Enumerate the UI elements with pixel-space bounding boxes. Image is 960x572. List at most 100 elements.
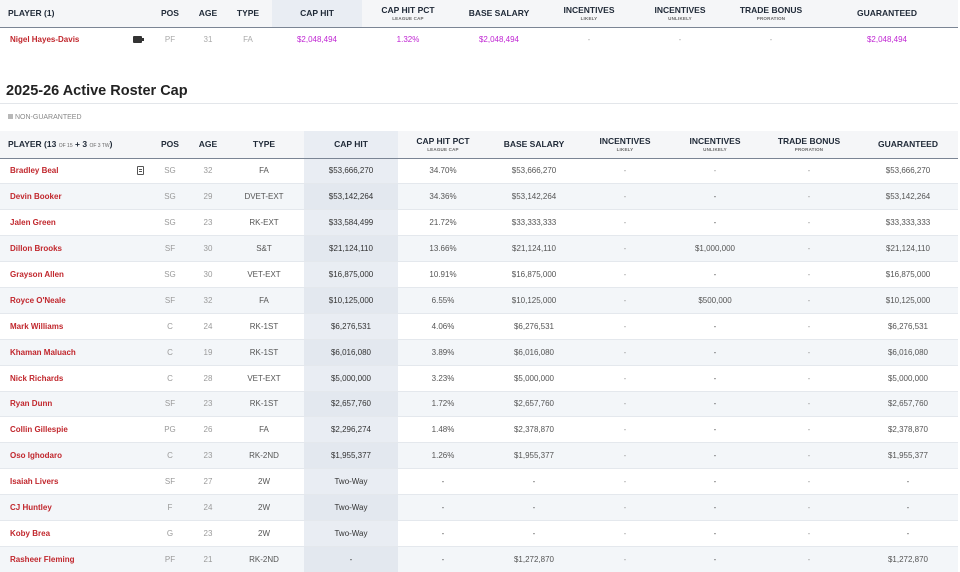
- player-of15-label: OF 15: [58, 143, 73, 150]
- trade-bonus-label: TRADE BONUS: [777, 136, 841, 147]
- header-cap-hit[interactable]: CAP HIT: [304, 131, 398, 158]
- header-pos[interactable]: POS: [161, 8, 179, 19]
- base-salary-cell: $1,955,377: [488, 442, 580, 470]
- incentives-likely-cell: -: [580, 468, 670, 496]
- cap-hit-cell: Two-Way: [304, 468, 398, 496]
- header-type[interactable]: TYPE: [252, 139, 276, 150]
- header-base-salary[interactable]: BASE SALARY: [503, 139, 565, 150]
- top-table-header: PLAYER (1) POS AGE TYPE CAP HIT CAP HIT …: [0, 0, 958, 27]
- player-name-cell[interactable]: Nigel Hayes-Davis: [0, 27, 148, 51]
- header-age[interactable]: AGE: [198, 8, 218, 19]
- player-name-cell[interactable]: Royce O'Neale: [0, 287, 148, 314]
- incentives-likely-cell: -: [580, 287, 670, 314]
- trade-bonus-sub: PRORATION: [794, 147, 824, 153]
- type-cell: 2W: [224, 494, 304, 521]
- type-cell: RK-1ST: [224, 391, 304, 418]
- guaranteed-cell: $53,142,264: [858, 183, 958, 211]
- player-name-link[interactable]: Khaman Maluach: [10, 347, 76, 357]
- guaranteed-cell: -: [858, 520, 958, 547]
- player-name-cell[interactable]: Isaiah Livers: [0, 468, 148, 496]
- player-name-link[interactable]: Nigel Hayes-Davis: [10, 34, 80, 44]
- header-player[interactable]: PLAYER (1): [8, 8, 55, 19]
- player-name-cell[interactable]: Khaman Maluach: [0, 339, 148, 366]
- player-name-link[interactable]: Devin Booker: [10, 192, 62, 202]
- incentives-likely-cell: -: [580, 494, 670, 521]
- guaranteed-cell: $1,272,870: [858, 546, 958, 572]
- header-guaranteed[interactable]: GUARANTEED: [857, 8, 917, 19]
- header-trade-bonus[interactable]: TRADE BONUS PRORATION: [726, 0, 816, 27]
- trade-bonus-cell: -: [760, 468, 858, 496]
- incentives-likely-cell: -: [580, 520, 670, 547]
- player-name-cell[interactable]: Oso Ighodaro: [0, 442, 148, 470]
- trade-bonus-sub: PRORATION: [756, 16, 786, 22]
- header-type[interactable]: TYPE: [236, 8, 260, 19]
- header-incentives-unlikely[interactable]: INCENTIVES UNLIKELY: [670, 131, 760, 158]
- trade-bonus-cell: -: [760, 339, 858, 366]
- player-name-link[interactable]: CJ Huntley: [10, 503, 52, 513]
- player-name-link[interactable]: Oso Ighodaro: [10, 451, 62, 461]
- card-icon[interactable]: [133, 35, 144, 43]
- incentives-unlikely-cell: -: [670, 209, 760, 237]
- header-base-salary[interactable]: BASE SALARY: [468, 8, 530, 19]
- player-name-cell[interactable]: CJ Huntley: [0, 494, 148, 521]
- player-name-link[interactable]: Jalen Green: [10, 218, 56, 228]
- player-name-cell[interactable]: Bradley Beal: [0, 158, 148, 185]
- header-age[interactable]: AGE: [198, 139, 218, 150]
- table-row: Grayson Allen SG 30 VET-EXT $16,875,000 10.91…: [0, 261, 958, 288]
- player-name-link[interactable]: Ryan Dunn: [10, 399, 53, 409]
- cap-hit-pct-sub: LEAGUE CAP: [427, 147, 459, 153]
- guaranteed-cell: -: [858, 468, 958, 496]
- player-name-link[interactable]: Bradley Beal: [10, 166, 59, 176]
- player-name-link[interactable]: Isaiah Livers: [10, 477, 59, 487]
- header-incentives-likely[interactable]: INCENTIVES LIKELY: [580, 131, 670, 158]
- base-salary-cell: -: [488, 468, 580, 496]
- player-name-cell[interactable]: Rasheer Fleming: [0, 546, 148, 572]
- header-cap-hit[interactable]: CAP HIT: [272, 0, 362, 27]
- player-name-cell[interactable]: Dillon Brooks: [0, 235, 148, 263]
- cap-hit-cell: -: [304, 546, 398, 572]
- header-cap-hit-pct[interactable]: CAP HIT PCT LEAGUE CAP: [398, 131, 488, 158]
- player-name-cell[interactable]: Collin Gillespie: [0, 416, 148, 444]
- player-name-link[interactable]: Collin Gillespie: [10, 425, 68, 435]
- player-name-link[interactable]: Royce O'Neale: [10, 295, 66, 305]
- incentives-likely-cell: -: [580, 365, 670, 392]
- cap-hit-pct-sub: LEAGUE CAP: [392, 16, 424, 22]
- player-name-link[interactable]: Nick Richards: [10, 373, 64, 383]
- base-salary-cell: $2,657,760: [488, 391, 580, 418]
- type-cell: 2W: [224, 468, 304, 496]
- header-player[interactable]: PLAYER (13 OF 15 + 3 OF 3 TW): [0, 131, 148, 158]
- player-name-cell[interactable]: Devin Booker: [0, 183, 148, 211]
- incentives-unlikely-cell: -: [678, 34, 682, 44]
- incentives-unlikely-sub: UNLIKELY: [668, 16, 692, 22]
- trade-bonus-cell: -: [769, 34, 773, 44]
- incentives-unlikely-cell: -: [670, 442, 760, 470]
- incentives-likely-cell: -: [580, 391, 670, 418]
- age-cell: 23: [192, 442, 224, 470]
- header-cap-hit-pct[interactable]: CAP HIT PCT LEAGUE CAP: [362, 0, 454, 27]
- player-name-cell[interactable]: Jalen Green: [0, 209, 148, 237]
- document-icon[interactable]: [137, 165, 144, 175]
- guaranteed-cell: $2,657,760: [858, 391, 958, 418]
- player-name-link[interactable]: Grayson Allen: [10, 270, 64, 279]
- player-name-link[interactable]: Dillon Brooks: [10, 244, 63, 254]
- player-name-cell[interactable]: Grayson Allen: [0, 261, 148, 288]
- base-salary-cell: $1,272,870: [488, 546, 580, 572]
- table-row: Mark Williams C 24 RK-1ST $6,276,531 4.06% $6,…: [0, 313, 958, 340]
- header-incentives-likely[interactable]: INCENTIVES LIKELY: [544, 0, 634, 27]
- player-name-cell[interactable]: Mark Williams: [0, 313, 148, 340]
- header-pos[interactable]: POS: [161, 139, 179, 150]
- header-trade-bonus[interactable]: TRADE BONUS PRORATION: [760, 131, 858, 158]
- player-name-cell[interactable]: Koby Brea: [0, 520, 148, 547]
- player-name-link[interactable]: Mark Williams: [10, 321, 64, 331]
- active-roster-table: PLAYER (13 OF 15 + 3 OF 3 TW) POS AGE TY…: [0, 131, 958, 572]
- header-guaranteed[interactable]: GUARANTEED: [878, 139, 938, 150]
- player-name-link[interactable]: Koby Brea: [10, 528, 51, 538]
- cap-hit-pct-cell: -: [398, 494, 488, 521]
- player-name-cell[interactable]: Nick Richards: [0, 365, 148, 392]
- incentives-likely-label: INCENTIVES: [599, 136, 651, 147]
- incentives-unlikely-cell: -: [670, 158, 760, 185]
- player-name-link[interactable]: Rasheer Fleming: [10, 554, 75, 564]
- player-name-cell[interactable]: Ryan Dunn: [0, 391, 148, 418]
- base-salary-cell: $2,378,870: [488, 416, 580, 444]
- header-incentives-unlikely[interactable]: INCENTIVES UNLIKELY: [634, 0, 726, 27]
